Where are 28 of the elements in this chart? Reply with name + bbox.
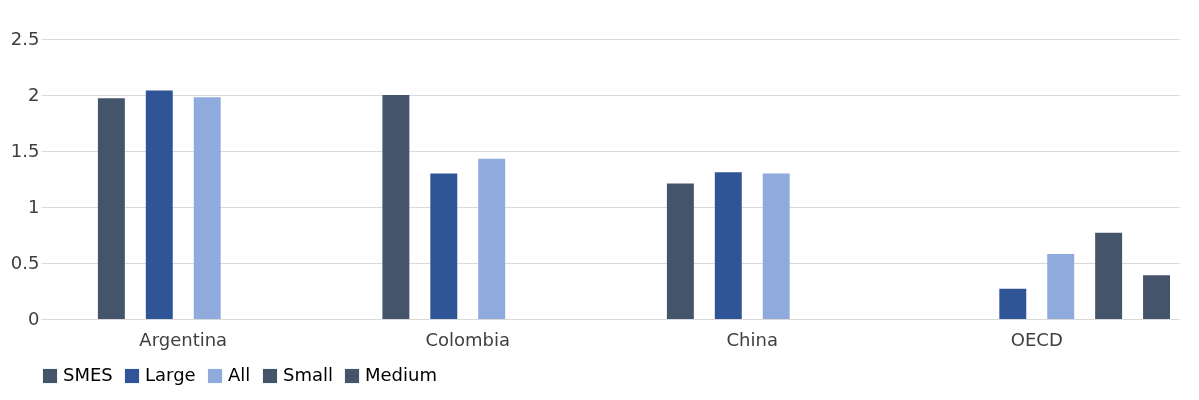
- y-tick-label: 1: [28, 195, 40, 217]
- x-tick-label: Argentina: [139, 328, 228, 350]
- bar: [145, 90, 173, 319]
- bar: [382, 95, 410, 319]
- y-tick-label: 0: [28, 307, 40, 329]
- legend-label: Large: [145, 364, 196, 385]
- y-tick-label: 1.5: [10, 139, 40, 161]
- bar: [193, 97, 221, 319]
- legend-label: Small: [283, 364, 333, 385]
- bar: [999, 288, 1027, 319]
- bar: [762, 173, 790, 319]
- bar: [97, 98, 125, 319]
- legend-label: Medium: [365, 364, 437, 385]
- x-tick-label: Colombia: [425, 328, 511, 350]
- y-tick-label: 2.5: [10, 27, 40, 49]
- bar: [1143, 275, 1171, 319]
- bar: [478, 158, 506, 319]
- bar: [666, 183, 694, 319]
- y-tick-label: 0.5: [10, 251, 40, 273]
- bar: [1047, 254, 1075, 319]
- bar: [1095, 232, 1123, 319]
- x-tick-label: China: [726, 328, 778, 350]
- y-tick-label: 2: [28, 83, 40, 105]
- bar: [430, 173, 458, 319]
- bar: [714, 172, 742, 319]
- legend-label: SMES: [63, 364, 113, 385]
- legend-label: All: [228, 364, 251, 385]
- x-tick-label: OECD: [1010, 328, 1063, 350]
